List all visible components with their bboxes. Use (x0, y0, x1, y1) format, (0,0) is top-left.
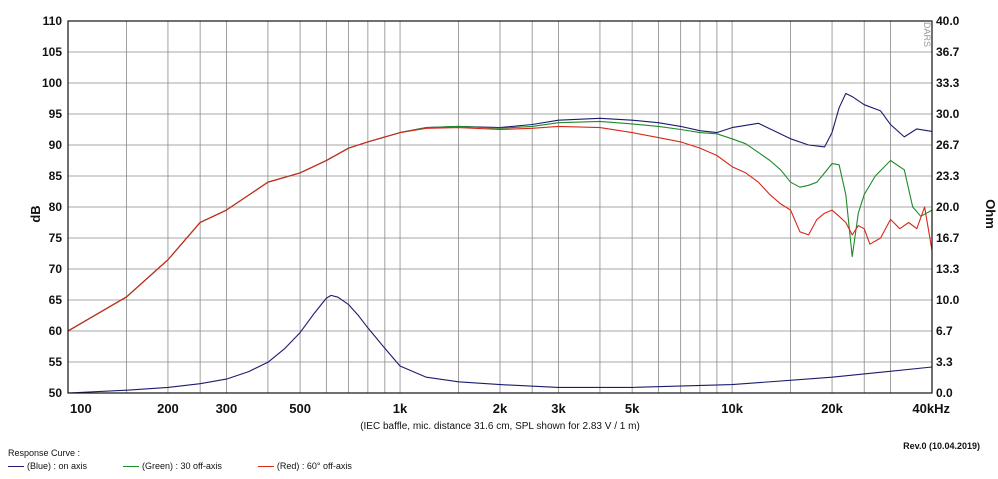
legend-item-blue: (Blue) : on axis (8, 461, 87, 471)
grid (67, 20, 933, 394)
legend-label-green: (Green) : 30 off-axis (142, 461, 222, 471)
y-tick-label-left: 75 (49, 231, 63, 245)
x-tick-label: 1k (393, 401, 408, 416)
impedance-curve (67, 294, 933, 394)
x-tick-label: 10k (721, 401, 743, 416)
legend-label-blue: (Blue) : on axis (27, 461, 88, 471)
red-60-off-axis-curve (67, 125, 933, 332)
legend: Response Curve : (Blue) : on axis (Green… (8, 448, 388, 471)
y-tick-label-right: 30.0 (936, 107, 960, 121)
y-tick-label-left: 95 (49, 107, 63, 121)
y-tick-label-right: 20.0 (936, 200, 960, 214)
frequency-response-chart: 50 55 60 65 70 75 80 85 90 95 100 105 110 0.0 3.3 6.7 1… (28, 14, 998, 432)
x-tick-label: 5k (625, 401, 640, 416)
y-tick-label-left: 50 (49, 386, 63, 400)
y-tick-label-right: 23.3 (936, 169, 960, 183)
measurement-caption: (IEC baffle, mic. distance 31.6 cm, SPL … (360, 421, 640, 432)
y-tick-label-right: 13.3 (936, 262, 960, 276)
x-tick-label: 20k (821, 401, 843, 416)
y-tick-label-right: 33.3 (936, 76, 960, 90)
x-tick-label: 2k (493, 401, 508, 416)
watermark: DARS (922, 22, 932, 48)
legend-swatch-blue (8, 465, 24, 467)
y-tick-label-left: 60 (49, 324, 63, 338)
y-axis-label-right: Ohm (983, 199, 998, 229)
legend-label-red: (Red) : 60° off-axis (276, 461, 352, 471)
y-axis-label-left: dB (28, 205, 43, 222)
revision-label: Rev.0 (10.04.2019) (903, 441, 980, 451)
y-tick-label-left: 70 (49, 262, 63, 276)
y-tick-label-left: 90 (49, 138, 63, 152)
y-axis-left-ticks: 50 55 60 65 70 75 80 85 90 95 100 105 110 (42, 14, 62, 400)
legend-row: (Blue) : on axis (Green) : 30 off-axis (… (8, 461, 388, 471)
legend-item-red: (Red) : 60° off-axis (257, 461, 352, 471)
y-tick-label-right: 36.7 (936, 45, 960, 59)
x-axis-ticks: 100 200 300 500 1k 2k 3k 5k 10k 20k 40kHz (70, 401, 951, 416)
y-tick-label-right: 40.0 (936, 14, 960, 28)
y-tick-label-right: 0.0 (936, 386, 953, 400)
legend-swatch-green (123, 465, 140, 467)
y-tick-label-left: 100 (42, 76, 62, 90)
y-axis-right-ticks: 0.0 3.3 6.7 10.0 13.3 16.7 20.0 23.3 26.7 30.0 33.… (936, 14, 960, 400)
y-tick-label-left: 80 (49, 200, 63, 214)
plot-frame (67, 20, 933, 394)
x-tick-label: 3k (551, 401, 566, 416)
y-tick-label-left: 105 (42, 45, 62, 59)
x-tick-label: 200 (157, 401, 179, 416)
x-tick-label: 40kHz (912, 401, 950, 416)
y-tick-label-left: 85 (49, 169, 63, 183)
curves (67, 92, 933, 394)
y-tick-label-right: 6.7 (936, 324, 953, 338)
y-tick-label-right: 16.7 (936, 231, 960, 245)
y-tick-label-right: 3.3 (936, 355, 953, 369)
legend-title: Response Curve : (8, 448, 81, 458)
legend-item-green: (Green) : 30 off-axis (123, 461, 222, 471)
y-tick-label-left: 110 (43, 14, 63, 28)
y-tick-label-right: 10.0 (936, 293, 960, 307)
x-tick-label: 300 (216, 401, 238, 416)
legend-swatch-red (257, 465, 274, 467)
x-tick-label: 100 (70, 401, 92, 416)
y-tick-label-right: 26.7 (936, 138, 960, 152)
y-tick-label-left: 65 (49, 293, 63, 307)
y-tick-label-left: 55 (49, 355, 63, 369)
x-tick-label: 500 (289, 401, 311, 416)
